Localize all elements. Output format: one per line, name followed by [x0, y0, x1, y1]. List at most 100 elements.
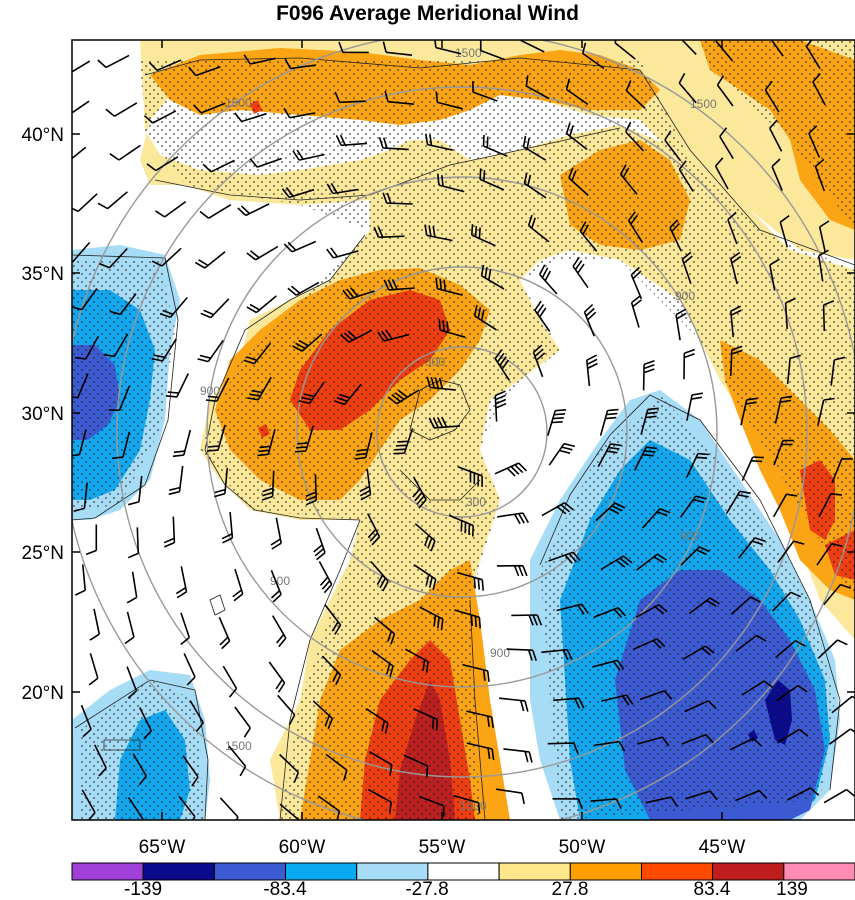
wind-barb [237, 203, 270, 217]
wind-barb [586, 354, 598, 387]
wind-barb [165, 373, 190, 398]
wind-barb [437, 174, 465, 193]
wind-barb [471, 224, 496, 247]
wind-barb [202, 159, 235, 173]
wind-barb [730, 596, 761, 615]
wind-barb [727, 211, 738, 245]
wind-barb [393, 428, 414, 455]
wind-barb [294, 425, 314, 453]
wind-barb [816, 542, 843, 566]
plot-frame [71, 39, 855, 821]
wind-barb [138, 707, 153, 740]
colorbar [71, 862, 855, 881]
wind-barb [283, 107, 316, 119]
wind-barb [127, 476, 143, 506]
wind-barb [679, 495, 707, 518]
wind-barb [334, 91, 366, 104]
wind-barb [438, 319, 466, 338]
colorbar-swatch [712, 862, 785, 881]
wind-barb [419, 606, 444, 631]
wind-barb [735, 634, 767, 652]
wind-barb [534, 300, 551, 332]
wind-barb [324, 604, 342, 635]
wind-barb [541, 502, 574, 517]
wind-barb [831, 695, 855, 714]
wind-barb [194, 251, 226, 269]
wind-barb [538, 264, 558, 295]
wind-barb [246, 245, 279, 261]
wind-barb [730, 345, 743, 376]
wind-barb [312, 700, 334, 730]
ring-label: 1500 [455, 46, 482, 60]
wind-barb [317, 795, 341, 820]
wind-barb [466, 742, 495, 761]
wind-barb [678, 73, 697, 104]
wind-barb [378, 137, 409, 151]
lat-label: 35°N [22, 264, 64, 285]
wind-barb [279, 753, 300, 783]
wind-barb [769, 258, 780, 291]
wind-barb [684, 700, 717, 713]
ring-label: 1500 [460, 799, 487, 813]
longitude-axis [161, 40, 723, 820]
wind-barb [479, 40, 506, 61]
wind-barb [494, 390, 507, 422]
wind-barb [619, 164, 638, 195]
wind-barb [103, 333, 129, 358]
wind-barb [128, 797, 144, 820]
ring-label: 900 [200, 384, 220, 398]
wind-barb [105, 102, 138, 117]
wind-barb [805, 40, 821, 70]
wind-barb [72, 193, 98, 213]
wind-barb [325, 753, 348, 781]
wind-barb [830, 356, 846, 386]
wind-barb [639, 690, 673, 701]
wind-barb [774, 395, 793, 424]
colorbar-swatch [641, 862, 714, 881]
range-ring-300 [376, 346, 548, 518]
wind-barb [593, 606, 627, 618]
wind-barb [72, 146, 87, 160]
wind-barb [284, 58, 317, 70]
wind-barb [298, 381, 325, 405]
range-ring-600 [296, 266, 628, 598]
wind-barb [287, 281, 320, 296]
wind-barb [527, 214, 550, 243]
wind-barb [218, 616, 231, 650]
wind-barb [435, 91, 463, 110]
wind-barb [268, 661, 286, 693]
wind-barb [630, 295, 642, 328]
wind-barb [818, 639, 848, 659]
wind-barb [413, 708, 438, 731]
wind-barb [641, 507, 671, 529]
wind-barb [365, 708, 389, 734]
colorbar-label: 83.4 [694, 879, 731, 900]
wind-barb [786, 354, 802, 385]
wind-barb [199, 204, 232, 219]
wind-barb [814, 158, 826, 192]
wind-barb [124, 611, 135, 645]
wind-barb [637, 736, 670, 747]
wind-barb [370, 561, 389, 592]
wind-barb [414, 523, 436, 552]
wind-barb [73, 482, 88, 512]
wind-barb [261, 470, 275, 501]
wind-barb [108, 385, 131, 411]
wind-barb [93, 744, 107, 777]
wind-barb [72, 288, 98, 311]
wind-barb [496, 788, 525, 805]
wind-barb [777, 540, 805, 563]
wind-barb [715, 40, 734, 62]
wind-barb [232, 568, 244, 602]
wind-barb [178, 795, 196, 820]
wind-barb [88, 653, 99, 686]
wind-barb [172, 429, 192, 458]
wind-barb [547, 409, 567, 436]
wind-barb [382, 41, 413, 56]
wind-barb [741, 680, 774, 696]
wind-barb [503, 748, 533, 763]
wind-barb [473, 304, 497, 331]
wind-barb [773, 439, 794, 466]
colorbar-swatch [285, 862, 358, 881]
wind-barb [387, 389, 420, 405]
